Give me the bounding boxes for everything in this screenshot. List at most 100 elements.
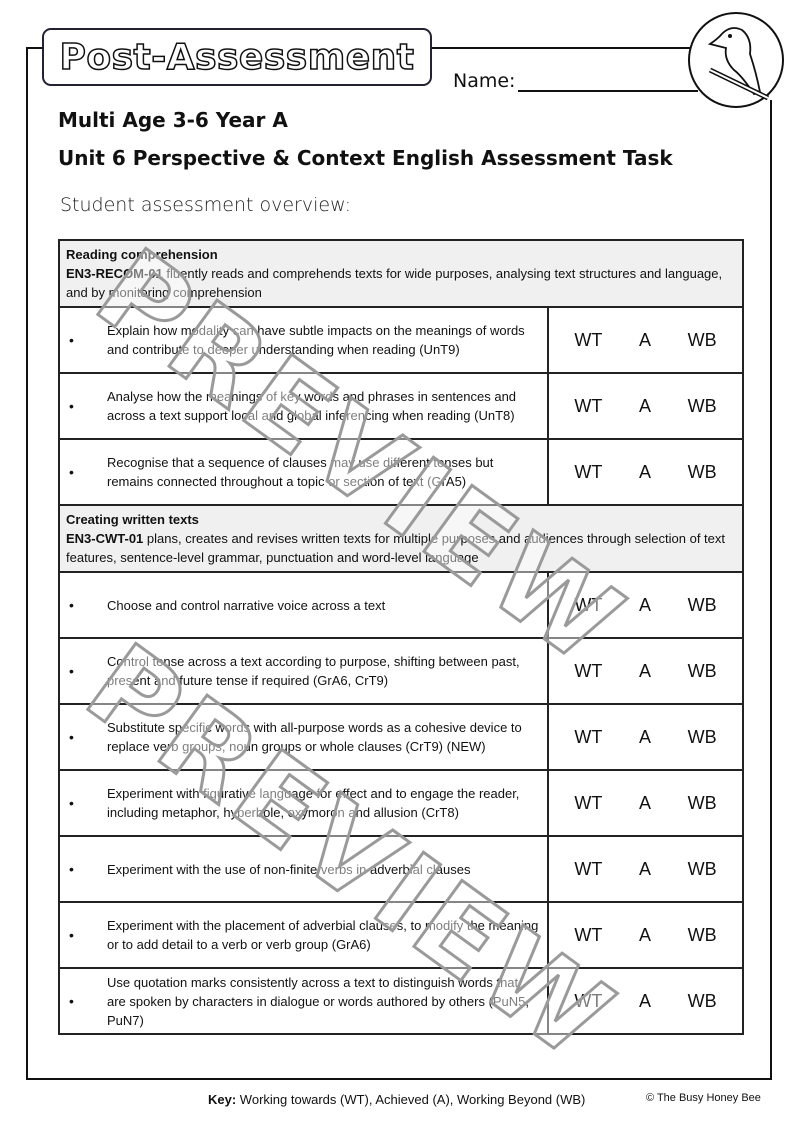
bullet-icon: • — [69, 463, 74, 480]
section-header: Creating written texts EN3-CWT-01 plans, … — [58, 504, 744, 573]
subtitle-year: Multi Age 3-6 Year A — [58, 108, 288, 132]
section-heading: Creating written texts — [66, 512, 199, 527]
rating-cell: WT A WB — [547, 769, 744, 837]
criterion-cell: • Use quotation marks consistently across… — [58, 967, 549, 1035]
rating-a[interactable]: A — [638, 660, 651, 681]
rating-a[interactable]: A — [638, 395, 651, 416]
table-row: • Experiment with the use of non-finite v… — [58, 835, 744, 903]
criterion-text: Substitute specific words with all-purpo… — [107, 720, 522, 754]
subtitle-unit: Unit 6 Perspective & Context English Ass… — [58, 146, 673, 170]
key-text: Working towards (WT), Achieved (A), Work… — [236, 1092, 586, 1107]
rating-cell: WT A WB — [547, 703, 744, 771]
rating-wt[interactable]: WT — [574, 990, 603, 1011]
rating-wt[interactable]: WT — [574, 660, 603, 681]
criterion-cell: • Analyse how the meanings of key words a… — [58, 372, 549, 440]
rating-wb[interactable]: WB — [687, 726, 717, 747]
table-row: • Control tense across a text according t… — [58, 637, 744, 705]
overview-label: Student assessment overview: — [60, 194, 351, 216]
rating-a[interactable]: A — [638, 990, 651, 1011]
outcome-code: EN3-RECOM-01 — [66, 266, 163, 281]
table-row: • Experiment with the placement of adverb… — [58, 901, 744, 969]
table-row: • Analyse how the meanings of key words a… — [58, 372, 744, 440]
rating-a[interactable]: A — [638, 924, 651, 945]
bullet-icon: • — [69, 926, 74, 943]
table-row: • Explain how modality can have subtle im… — [58, 306, 744, 374]
rating-a[interactable]: A — [638, 329, 651, 350]
bullet-icon: • — [69, 794, 74, 811]
rating-a[interactable]: A — [638, 594, 651, 615]
criterion-cell: • Control tense across a text according t… — [58, 637, 549, 705]
bullet-icon: • — [69, 596, 74, 613]
rating-wt[interactable]: WT — [574, 461, 603, 482]
criterion-text: Experiment with the use of non-finite ve… — [107, 861, 471, 877]
page-title: Post-Assessment — [59, 36, 415, 79]
outcome-text: plans, creates and revises written texts… — [66, 531, 726, 565]
bullet-icon: • — [69, 860, 74, 877]
rating-cell: WT A WB — [547, 372, 744, 440]
rating-cell: WT A WB — [547, 637, 744, 705]
criterion-cell: • Experiment with the use of non-finite v… — [58, 835, 549, 903]
kookaburra-icon — [688, 12, 784, 108]
table-row: • Choose and control narrative voice acro… — [58, 571, 744, 639]
outcome-code: EN3-CWT-01 — [66, 531, 144, 546]
rating-wt[interactable]: WT — [574, 329, 603, 350]
section-header: Reading comprehension EN3-RECOM-01 fluent… — [58, 239, 744, 308]
rating-wb[interactable]: WB — [687, 594, 717, 615]
rating-cell: WT A WB — [547, 901, 744, 969]
criterion-text: Analyse how the meanings of key words an… — [107, 389, 517, 423]
rating-wt[interactable]: WT — [574, 858, 603, 879]
frame-border-left — [26, 47, 28, 1080]
section-header-cell: Creating written texts EN3-CWT-01 plans, … — [58, 504, 744, 573]
rating-a[interactable]: A — [638, 726, 651, 747]
footer-key: Key: Working towards (WT), Achieved (A),… — [208, 1092, 585, 1107]
criterion-text: Use quotation marks consistently across … — [107, 974, 530, 1028]
rating-cell: WT A WB — [547, 438, 744, 506]
criterion-cell: • Choose and control narrative voice acro… — [58, 571, 549, 639]
name-field[interactable] — [518, 90, 698, 92]
table-row: • Recognise that a sequence of clauses ma… — [58, 438, 744, 506]
rating-wb[interactable]: WB — [687, 329, 717, 350]
criterion-text: Explain how modality can have subtle imp… — [107, 323, 525, 357]
criterion-text: Control tense across a text according to… — [107, 654, 520, 688]
bullet-icon: • — [69, 397, 74, 414]
rating-cell: WT A WB — [547, 306, 744, 374]
rating-a[interactable]: A — [638, 858, 651, 879]
rating-wb[interactable]: WB — [687, 858, 717, 879]
rating-wt[interactable]: WT — [574, 726, 603, 747]
name-label: Name: — [453, 70, 516, 92]
table-row: • Use quotation marks consistently across… — [58, 967, 744, 1035]
bullet-icon: • — [69, 728, 74, 745]
rating-wt[interactable]: WT — [574, 924, 603, 945]
frame-border-right — [770, 100, 772, 1080]
rating-cell: WT A WB — [547, 967, 744, 1035]
rating-wb[interactable]: WB — [687, 924, 717, 945]
rating-wb[interactable]: WB — [687, 792, 717, 813]
rating-a[interactable]: A — [638, 461, 651, 482]
outcome-text: fluently reads and comprehends texts for… — [66, 266, 723, 300]
bullet-icon: • — [69, 992, 74, 1009]
rating-wt[interactable]: WT — [574, 792, 603, 813]
criterion-cell: • Experiment with figurative language for… — [58, 769, 549, 837]
rating-wb[interactable]: WB — [687, 461, 717, 482]
section-heading: Reading comprehension — [66, 247, 218, 262]
copyright: © The Busy Honey Bee — [646, 1092, 761, 1104]
frame-border-bottom — [26, 1078, 772, 1080]
criterion-text: Experiment with the placement of adverbi… — [107, 918, 539, 952]
bullet-icon: • — [69, 662, 74, 679]
rating-wt[interactable]: WT — [574, 594, 603, 615]
criterion-cell: • Experiment with the placement of adverb… — [58, 901, 549, 969]
criterion-cell: • Explain how modality can have subtle im… — [58, 306, 549, 374]
criterion-text: Recognise that a sequence of clauses may… — [107, 455, 494, 489]
rating-wb[interactable]: WB — [687, 660, 717, 681]
criterion-cell: • Substitute specific words with all-purp… — [58, 703, 549, 771]
key-label: Key: — [208, 1092, 237, 1107]
rating-wb[interactable]: WB — [687, 990, 717, 1011]
rating-wb[interactable]: WB — [687, 395, 717, 416]
criterion-cell: • Recognise that a sequence of clauses ma… — [58, 438, 549, 506]
rating-wt[interactable]: WT — [574, 395, 603, 416]
title-box: Post-Assessment — [42, 28, 432, 86]
rating-a[interactable]: A — [638, 792, 651, 813]
table-row: • Substitute specific words with all-purp… — [58, 703, 744, 771]
bullet-icon: • — [69, 331, 74, 348]
